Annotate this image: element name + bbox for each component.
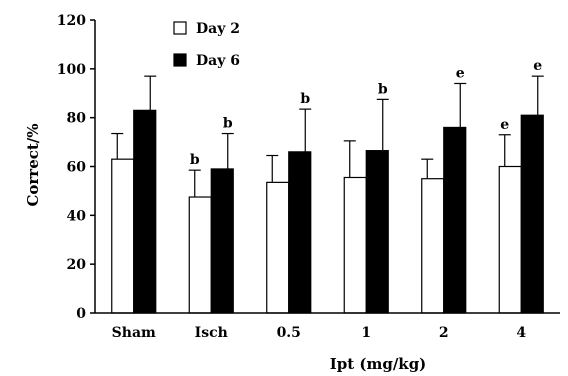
sig-label-day6-0-5: b bbox=[300, 91, 310, 107]
significance-labels: b b b b e e e bbox=[190, 58, 542, 168]
legend: Day 2 Day 6 bbox=[173, 21, 240, 69]
x-tick-label-4: 4 bbox=[516, 325, 526, 341]
x-axis-title: Ipt (mg/kg) bbox=[330, 355, 427, 373]
bar-day2-4 bbox=[498, 165, 522, 314]
sig-label-day6-isch: b bbox=[223, 116, 233, 132]
y-tick-label-60: 60 bbox=[67, 160, 87, 176]
sig-label-day6-1: b bbox=[378, 81, 388, 97]
bar-day6-isch bbox=[210, 168, 234, 314]
bar-day2-2 bbox=[421, 178, 445, 314]
legend-label-day-6: Day 6 bbox=[196, 53, 240, 69]
legend-swatch-day-6 bbox=[173, 53, 187, 67]
sig-label-day6-4: e bbox=[533, 58, 542, 74]
bar-day6-sham bbox=[133, 109, 157, 314]
bar-day2-isch bbox=[188, 196, 212, 314]
x-tick-label-0-5: 0.5 bbox=[277, 325, 301, 341]
error-bars bbox=[111, 75, 544, 198]
y-tick-label-120: 120 bbox=[57, 13, 86, 29]
y-tick-label-0: 0 bbox=[76, 306, 86, 322]
x-tick-label-sham: Sham bbox=[112, 325, 156, 341]
y-tick-label-100: 100 bbox=[57, 62, 86, 78]
bar-day2-1 bbox=[343, 176, 367, 314]
y-axis-ticks: 0 20 40 60 80 100 120 bbox=[57, 13, 95, 322]
x-tick-label-isch: Isch bbox=[195, 325, 228, 341]
bar-day2-0-5 bbox=[266, 181, 290, 314]
y-tick-label-20: 20 bbox=[67, 257, 87, 273]
bar-day6-4 bbox=[520, 114, 544, 314]
bar-day6-1 bbox=[365, 150, 389, 314]
bars bbox=[111, 109, 544, 314]
bar-day6-2 bbox=[443, 126, 467, 314]
legend-swatch-day-2 bbox=[173, 21, 187, 35]
legend-label-day-2: Day 2 bbox=[196, 21, 240, 37]
sig-label-day6-2: e bbox=[456, 65, 465, 81]
x-axis-ticks: Sham Isch 0.5 1 2 4 bbox=[112, 325, 527, 341]
y-tick-label-40: 40 bbox=[67, 208, 87, 224]
x-tick-label-2: 2 bbox=[439, 325, 449, 341]
bar-day2-sham bbox=[111, 158, 135, 314]
bar-day6-0-5 bbox=[288, 151, 312, 314]
y-tick-label-80: 80 bbox=[67, 111, 87, 127]
y-axis-title: Correct/% bbox=[24, 123, 42, 206]
x-tick-label-1: 1 bbox=[361, 325, 371, 341]
sig-label-day2-4: e bbox=[500, 117, 509, 133]
sig-label-day2-isch: b bbox=[190, 152, 200, 168]
